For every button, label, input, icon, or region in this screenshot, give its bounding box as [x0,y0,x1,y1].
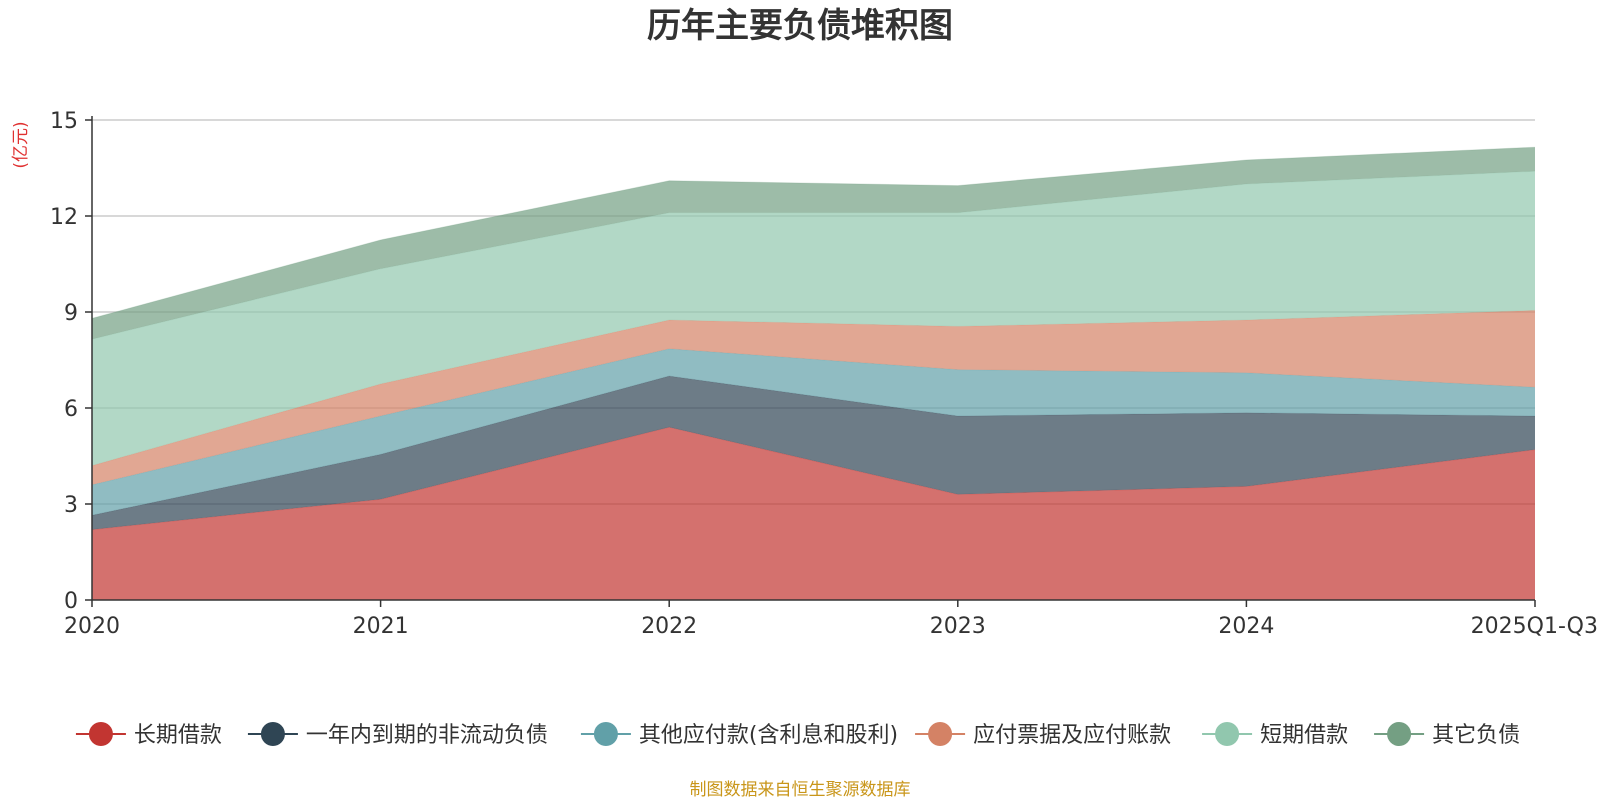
x-tick-label: 2021 [353,614,409,639]
y-tick-label: 15 [50,109,78,134]
x-tick-label: 2022 [641,614,697,639]
area-series-edge-3 [91,348,1536,486]
legend-item-4[interactable]: 应付票据及应付账款 [915,722,1171,748]
legend-label: 长期借款 [134,723,222,748]
legend[interactable]: 长期借款 一年内到期的非流动负债 其他应付款(含利息和股利) 应付票据及应付账款 短期借… [75,722,1520,748]
legend-item-3[interactable]: 其他应付款(含利息和股利) [580,722,898,748]
legend-marker-icon [1215,722,1240,746]
y-tick-label: 6 [64,397,78,422]
area-series-5 [92,171,1535,466]
area-series-edge-6 [91,146,1536,319]
legend-marker-icon [260,722,285,746]
x-tick-label: 2023 [930,614,986,639]
area-series [91,146,1536,600]
area-series-1 [92,427,1535,600]
legend-label: 其他应付款(含利息和股利) [639,723,898,748]
chart-title: 历年主要负债堆积图 [647,6,953,46]
area-series-3 [92,348,1535,516]
y-axis-unit-label: (亿元) [11,121,31,168]
legend-marker-icon [88,722,113,746]
axes: 0 3 6 9 12 15 2020 2021 2022 2023 2024 2025Q1-Q3 [50,109,1598,639]
legend-item-2[interactable]: 一年内到期的非流动负债 [247,722,548,748]
y-tick-label: 12 [50,205,78,230]
legend-item-1[interactable]: 长期借款 [75,722,222,748]
legend-label: 短期借款 [1260,723,1348,748]
y-tick-label: 3 [64,493,78,518]
area-series-4 [92,310,1535,485]
x-tick-label: 2025Q1-Q3 [1471,614,1598,639]
legend-marker-icon [593,722,618,746]
legend-label: 应付票据及应付账款 [973,723,1171,748]
legend-marker-icon [928,722,953,746]
legend-marker-icon [1387,722,1412,746]
legend-item-5[interactable]: 短期借款 [1202,722,1348,748]
x-tick-label: 2024 [1218,614,1274,639]
y-tick-label: 0 [64,589,78,614]
legend-item-6[interactable]: 其它负债 [1374,722,1520,748]
area-series-6 [92,147,1535,340]
x-tick-label: 2020 [64,614,120,639]
data-source-note: 制图数据来自恒生聚源数据库 [690,780,911,800]
legend-label: 其它负债 [1432,723,1520,748]
y-tick-label: 9 [64,301,78,326]
area-series-2 [92,376,1535,530]
legend-label: 一年内到期的非流动负债 [306,723,548,748]
